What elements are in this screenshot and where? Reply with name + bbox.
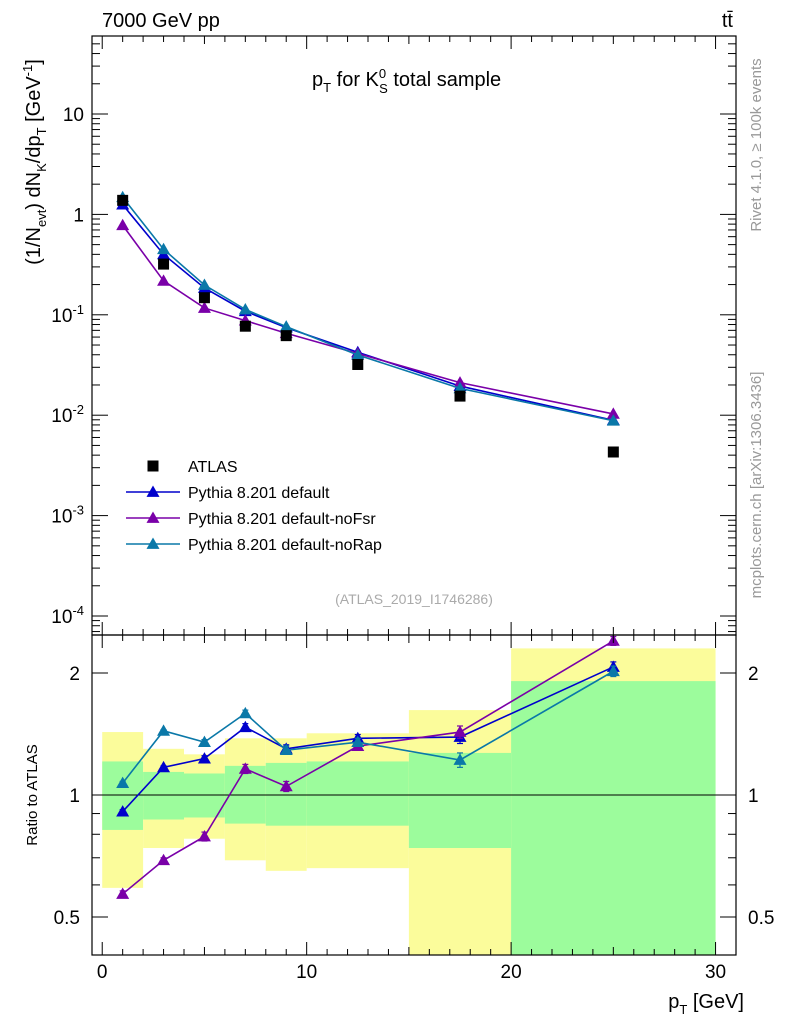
series-point-main-1 [157, 274, 171, 286]
y-tick-label: 10-1 [51, 302, 84, 327]
series-point-ratio-2 [606, 664, 620, 677]
series-point-ratio-1 [238, 762, 252, 774]
series-point-main-1 [116, 218, 130, 231]
ratio-y-label: Ratio to ATLAS [24, 744, 41, 845]
legend-marker-2 [146, 537, 160, 549]
process-label: tt̄ [722, 10, 734, 32]
svg-text:(1/Nevt) dNK/dpT [GeV-1]: (1/Nevt) dNK/dpT [GeV-1] [20, 59, 49, 265]
series-point-main-1 [606, 407, 620, 419]
atlas-data-point [117, 194, 129, 206]
series-point-ratio-2 [116, 776, 130, 788]
series-point-main-1 [197, 301, 211, 313]
legend-label-atlas: ATLAS [188, 459, 238, 476]
series-point-ratio-0 [157, 760, 171, 773]
series-line-main-2 [122, 196, 614, 422]
ratio-y-tick-label: 1 [69, 786, 80, 807]
atlas-data-point [607, 446, 619, 458]
legend-marker-atlas [147, 460, 159, 472]
series-line-ratio-0 [122, 666, 614, 813]
svg-text:pT [GeV]: pT [GeV] [668, 991, 744, 1017]
x-tick-label: 10 [296, 962, 317, 983]
series-point-ratio-2 [351, 735, 365, 748]
series-point-main-2 [157, 242, 171, 255]
uncertainty-bands [102, 648, 716, 955]
legend-marker-1 [146, 511, 160, 523]
x-tick-label: 30 [705, 962, 726, 983]
series-point-ratio-0 [238, 720, 252, 733]
collision-label: 7000 GeV pp [102, 10, 220, 32]
main-data-points [117, 194, 619, 458]
series-point-ratio-1 [116, 887, 130, 899]
series-point-main-2 [197, 278, 211, 290]
ratio-y-tick-label: 2 [69, 664, 80, 685]
atlas-data-point [239, 320, 251, 332]
series-point-ratio-2 [197, 735, 211, 748]
series-line-main-1 [122, 224, 614, 415]
legend-label-0: Pythia 8.201 default [188, 485, 330, 502]
ratio-series [116, 634, 620, 899]
legend: ATLAS Pythia 8.201 default Pythia 8.201 de… [126, 459, 382, 554]
y-tick-label: 10-2 [51, 402, 84, 427]
series-point-main-2 [606, 414, 620, 426]
stat-uncertainty-band [265, 762, 307, 826]
series-point-main-2 [351, 348, 365, 360]
ratio-y-tick-label-right: 1 [748, 786, 759, 807]
svg-text:pT for K0S total sample: pT for K0 S total sample [312, 66, 501, 96]
atlas-data-point [158, 258, 170, 270]
ratio-y-tick-label: 0.5 [54, 908, 80, 929]
y-tick-label: 1 [73, 205, 84, 226]
series-line-ratio-1 [122, 640, 614, 895]
series-point-ratio-1 [157, 853, 171, 866]
series-point-ratio-1 [279, 779, 293, 792]
x-tick-label: 20 [501, 962, 522, 983]
chart-title: pT for K0 S total sample [312, 66, 501, 96]
series-point-ratio-2 [453, 753, 467, 765]
mcplots-label: mcplots.cern.ch [arXiv:1306.3436] [748, 372, 765, 599]
stat-uncertainty-band [408, 752, 512, 848]
series-line-main-0 [122, 204, 614, 422]
series-point-main-2 [279, 320, 293, 332]
legend-label-1: Pythia 8.201 default-noFsr [188, 511, 376, 528]
ratio-y-tick-label-right: 0.5 [748, 908, 774, 929]
series-point-ratio-2 [157, 724, 171, 736]
x-tick-label: 0 [97, 962, 108, 983]
atlas-data-point [280, 330, 292, 342]
ratio-y-tick-label-right: 2 [748, 664, 759, 685]
atlas-data-point [352, 358, 364, 370]
legend-marker-0 [146, 485, 160, 497]
stat-uncertainty-band [143, 771, 184, 820]
main-series [116, 190, 620, 426]
series-point-ratio-0 [197, 752, 211, 764]
y-axis-label: (1/Nevt) dNK/dpT [GeV-1] [20, 59, 49, 265]
stat-uncertainty-band [306, 761, 409, 826]
axes: 0 10 20 30 10-4 10-3 10-2 10-1 1 10 0.5 0.5 1 1 2 2 [51, 35, 774, 983]
analysis-id: (ATLAS_2019_I1746286) [335, 591, 493, 607]
series-point-ratio-1 [197, 829, 211, 842]
x-axis-label: pT [GeV] [668, 991, 744, 1017]
series-point-main-1 [453, 376, 467, 388]
series-point-ratio-2 [238, 706, 252, 719]
series-point-ratio-0 [116, 805, 130, 817]
stat-uncertainty-band [511, 681, 716, 955]
legend-label-2: Pythia 8.201 default-noRap [188, 537, 382, 554]
y-tick-label: 10-3 [51, 503, 84, 528]
series-point-main-2 [238, 302, 252, 315]
y-tick-label: 10 [63, 105, 84, 126]
series-point-main-2 [453, 381, 467, 394]
y-tick-label: 10-4 [51, 603, 84, 628]
rivet-label: Rivet 4.1.0, ≥ 100k events [748, 58, 765, 231]
atlas-data-point [454, 390, 466, 402]
series-line-ratio-2 [122, 670, 614, 784]
series-point-ratio-2 [279, 743, 293, 756]
series-point-ratio-1 [453, 725, 467, 737]
atlas-data-point [198, 292, 210, 304]
